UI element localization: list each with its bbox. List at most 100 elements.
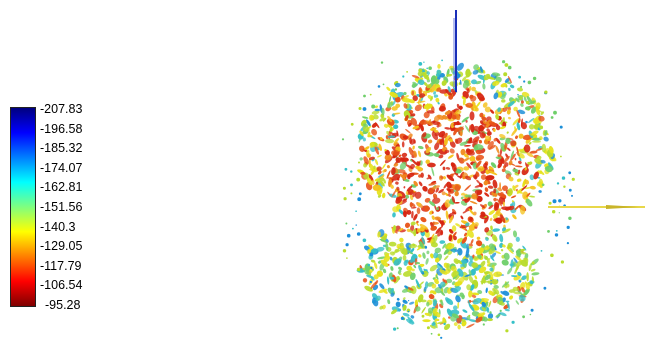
iso-speck [507,65,512,70]
iso-fragment [364,146,370,151]
iso-fragment [455,127,464,132]
iso-fragment [512,214,517,220]
iso-fragment [450,88,455,93]
iso-fragment [490,225,493,231]
iso-fragment [480,260,486,268]
iso-fragment [469,284,475,291]
iso-fragment [484,274,491,281]
iso-fragment [488,121,497,127]
iso-fragment [462,210,467,214]
iso-fragment [399,237,404,243]
iso-fragment [371,110,380,115]
iso-fragment [421,236,426,245]
iso-fragment [438,105,446,112]
iso-speck [558,212,560,214]
iso-fragment [407,250,414,255]
iso-fragment [402,135,409,140]
iso-speck [407,310,410,313]
iso-fragment [446,278,453,284]
iso-fragment [522,245,527,251]
iso-fragment [459,79,462,85]
iso-fragment [497,107,501,112]
iso-fragment [450,315,457,322]
iso-fragment [536,181,544,187]
iso-fragment [408,301,415,305]
iso-fragment [419,241,424,249]
iso-fragment [472,292,480,296]
iso-fragment [432,234,438,244]
iso-fragment [455,260,458,263]
iso-speck [532,76,537,81]
iso-fragment [472,174,478,179]
iso-speck [552,199,557,204]
iso-fragment [383,235,388,241]
iso-fragment [491,279,499,285]
iso-fragment [382,268,387,274]
iso-fragment [398,228,404,232]
iso-fragment [497,91,503,98]
iso-fragment [516,289,524,296]
iso-fragment [421,306,426,314]
iso-fragment [441,191,446,196]
iso-fragment [454,281,463,287]
iso-fragment [525,120,528,124]
iso-fragment [382,117,387,122]
iso-fragment [435,73,440,78]
iso-fragment [502,185,508,192]
iso-fragment [526,272,529,282]
iso-fragment [484,192,490,197]
iso-fragment [404,285,409,289]
iso-fragment [439,139,445,145]
iso-fragment [409,272,416,281]
iso-fragment [519,205,526,215]
iso-fragment [459,292,465,298]
iso-fragment [493,128,496,132]
iso-fragment [374,178,379,182]
iso-fragment [498,300,503,305]
iso-fragment [458,157,465,164]
iso-fragment [500,158,505,165]
iso-fragment [434,131,440,137]
iso-fragment [501,168,506,173]
iso-fragment [507,188,513,196]
iso-speck [428,66,432,70]
iso-fragment [400,157,409,162]
colorbar-label: -185.32 [40,141,83,156]
iso-fragment [367,131,371,138]
iso-fragment [493,92,499,100]
iso-speck [568,216,572,220]
iso-fragment [385,135,389,140]
iso-fragment [428,182,437,186]
iso-fragment [517,87,523,92]
iso-fragment [504,77,510,83]
iso-fragment [476,236,481,240]
iso-fragment [402,254,407,261]
colorbar-label: -117.79 [40,258,82,273]
iso-fragment [393,124,399,130]
iso-fragment [435,274,439,280]
iso-fragment [413,180,418,187]
iso-fragment [470,238,474,245]
iso-fragment [465,68,471,78]
iso-speck [358,161,360,164]
iso-fragment [390,292,395,297]
iso-fragment [482,83,486,90]
iso-fragment [391,149,400,156]
colorbar-label: -162.81 [40,180,83,195]
iso-fragment [474,189,483,196]
iso-fragment [406,308,411,313]
iso-fragment [392,249,401,254]
iso-fragment [493,201,500,211]
iso-fragment [404,115,409,121]
iso-speck [341,138,345,141]
iso-fragment [502,290,510,296]
iso-fragment [390,266,394,271]
iso-fragment [389,126,393,133]
iso-speck [523,80,526,83]
iso-speck [539,125,544,130]
iso-fragment [456,121,460,125]
iso-fragment [482,247,492,254]
iso-fragment [371,122,378,128]
iso-speck [568,171,572,175]
